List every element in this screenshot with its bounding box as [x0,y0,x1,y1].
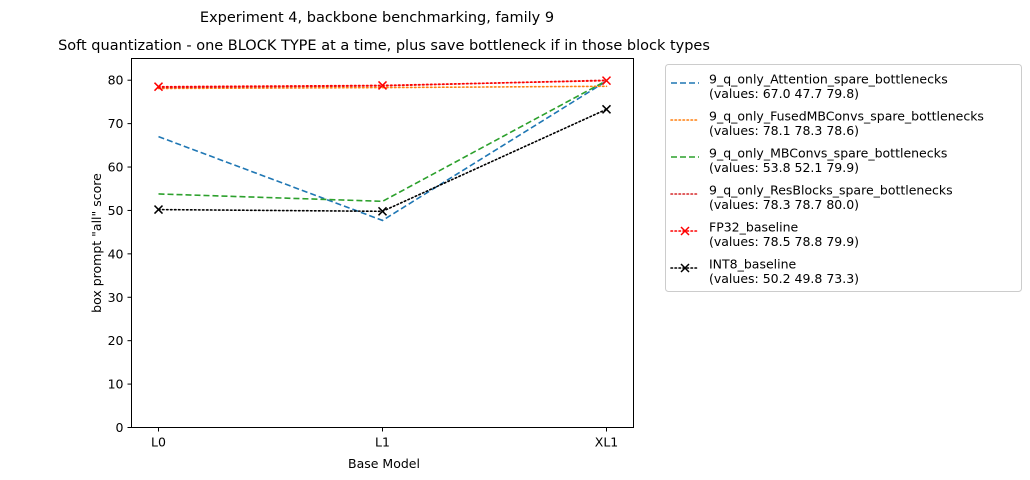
legend-values-label: (values: 53.8 52.1 79.9) [709,160,859,175]
legend-values-label: (values: 78.3 78.7 80.0) [709,197,859,212]
legend-label: INT8_baseline [709,257,797,272]
chart-title: Soft quantization - one BLOCK TYPE at a … [58,38,710,54]
data-point-marker [601,76,612,86]
legend-values-label: (values: 78.5 78.8 79.9) [709,234,859,249]
x-tick-label: XL1 [595,435,618,450]
legend-label: 9_q_only_Attention_spare_bottlenecks [709,72,948,87]
chart-suptitle: Experiment 4, backbone benchmarking, fam… [200,10,554,26]
y-tick-label: 70 [108,116,124,131]
plot-frame [131,58,634,428]
legend-label: 9_q_only_FusedMBConvs_spare_bottlenecks [709,109,984,124]
legend-frame [665,64,1022,292]
legend-label: 9_q_only_MBConvs_spare_bottlenecks [709,146,947,161]
y-tick-label: 0 [116,420,124,435]
data-point-marker [377,206,388,216]
legend-values-label: (values: 50.2 49.8 73.3) [709,271,859,286]
x-tick-label: L0 [151,435,166,450]
series-line-2 [157,85,608,90]
data-point-marker [153,205,164,215]
y-tick-label: 30 [108,290,124,305]
legend-values-label: (values: 78.1 78.3 78.6) [709,123,859,138]
series-line-3 [158,79,607,203]
x-tick-label: L1 [375,435,390,450]
plot-area: 0 10 20 30 40 50 60 70 80 L0 L1 XL1 [108,73,619,450]
legend: 9_q_only_Attention_spare_bottlenecks(val… [665,64,1022,292]
y-tick-label: 40 [108,246,124,261]
legend-values-label: (values: 67.0 47.7 79.8) [709,86,859,101]
y-axis-label: box prompt "all" score [89,173,104,313]
series-line-1 [158,80,607,222]
y-tick-label: 10 [108,377,124,392]
y-tick-label: 60 [108,160,124,175]
y-tick-label: 20 [108,333,124,348]
data-point-marker [377,80,388,90]
legend-marker [680,263,690,273]
x-axis-label: Base Model [348,456,420,471]
y-tick-label: 50 [108,203,124,218]
legend-label: 9_q_only_ResBlocks_spare_bottlenecks [709,183,953,198]
data-point-marker [601,104,612,114]
legend-marker [680,226,690,236]
y-tick-label: 80 [108,73,124,88]
data-point-marker [153,82,164,92]
legend-label: FP32_baseline [709,220,799,235]
